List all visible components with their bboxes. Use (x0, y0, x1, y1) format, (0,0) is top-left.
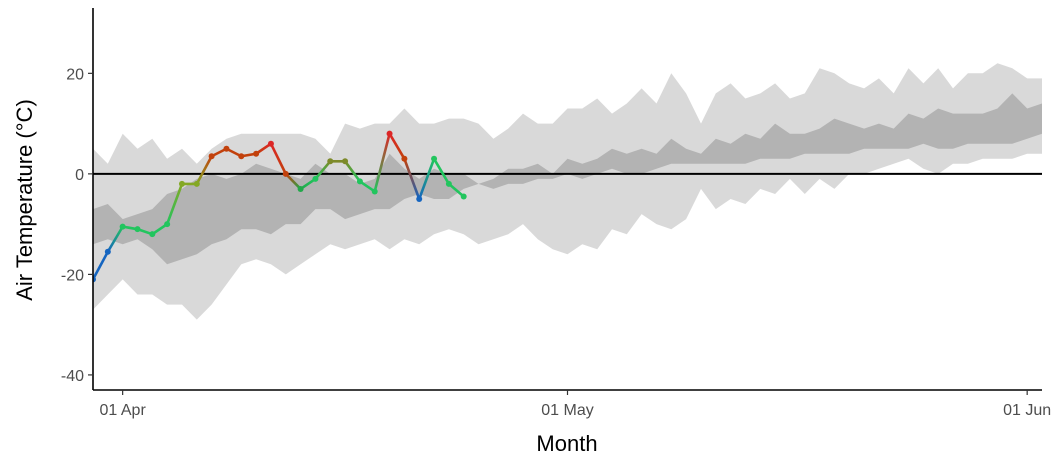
data-point (208, 153, 215, 160)
y-tick-label: -40 (61, 368, 84, 385)
axis-ticks: -40 -20 0 20 01 Apr 01 May 01 Jun (61, 66, 1051, 419)
data-point (164, 221, 171, 228)
band-outer (93, 63, 1042, 320)
series-segment (93, 250, 110, 281)
data-point (416, 196, 423, 202)
series-segment (432, 157, 451, 186)
y-tick-label: 0 (75, 167, 84, 184)
data-point (282, 170, 289, 177)
x-tick-label: 01 May (541, 402, 593, 419)
data-point (134, 226, 141, 233)
series-segment (417, 157, 436, 201)
data-point (327, 158, 334, 165)
series-segment (165, 182, 184, 226)
data-point (342, 158, 349, 165)
series-segment (373, 132, 391, 193)
data-point (445, 180, 452, 187)
data-point (238, 153, 245, 160)
data-point (119, 223, 126, 230)
data-point (223, 145, 230, 152)
series-segment (314, 160, 332, 181)
series-segment (343, 160, 362, 183)
y-tick-label: 20 (66, 66, 84, 83)
series-segment (269, 142, 288, 176)
data-point (267, 140, 274, 147)
x-tick-label: 01 Jun (1003, 402, 1051, 419)
x-tick-label: 01 Apr (100, 402, 147, 419)
envelope-bands (93, 63, 1042, 320)
data-point (356, 178, 363, 185)
series-segment (447, 182, 466, 198)
y-axis-title: Air Temperature (°C) (12, 99, 37, 301)
series-segment (388, 132, 406, 161)
data-point (401, 155, 408, 162)
temperature-series (93, 130, 467, 283)
data-point (178, 180, 185, 187)
x-axis-title: Month (536, 431, 597, 456)
data-point (193, 180, 200, 187)
y-tick-label: -20 (61, 267, 84, 284)
series-segment (403, 157, 421, 201)
data-point (371, 188, 378, 195)
series-segment (106, 225, 124, 254)
data-point (149, 231, 156, 238)
data-point (431, 155, 438, 162)
data-point (297, 185, 304, 192)
band-inner (93, 93, 1042, 265)
data-point (104, 248, 111, 255)
data-point (460, 193, 467, 200)
series-segment (284, 172, 302, 191)
data-point (312, 175, 319, 182)
data-point (253, 150, 260, 157)
series-segment (195, 154, 213, 186)
data-point (386, 130, 393, 137)
